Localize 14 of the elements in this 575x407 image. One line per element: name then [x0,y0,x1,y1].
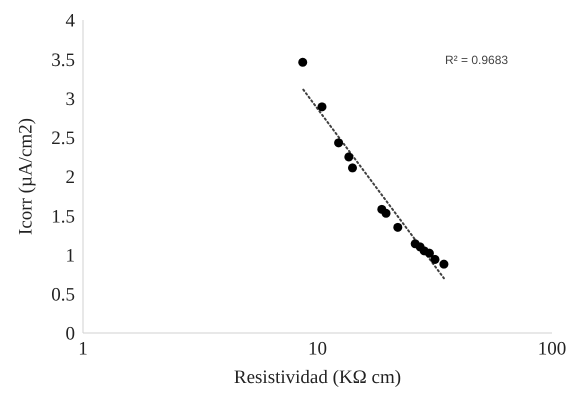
y-tick-label: 0 [66,324,75,345]
y-tick-label: 3 [66,88,75,110]
annotation: R² = 0.9683 [445,53,508,67]
y-tick-label: 1.5 [51,206,75,228]
x-tick-label: 10 [308,338,327,360]
x-axis-title: Resistividad (KΩ cm) [234,367,402,388]
y-axis-title: Icorr (µA/cm2) [16,118,37,235]
y-tick-label: 4 [66,10,76,32]
y-tick-label: 3.5 [51,50,75,71]
y-tick-label: 2.5 [51,128,75,150]
y-tick-label: 2 [66,167,75,188]
y-tick-label: 1 [66,245,75,266]
x-tick-label: 100 [538,338,566,360]
y-tick-label: 0.5 [51,284,75,306]
